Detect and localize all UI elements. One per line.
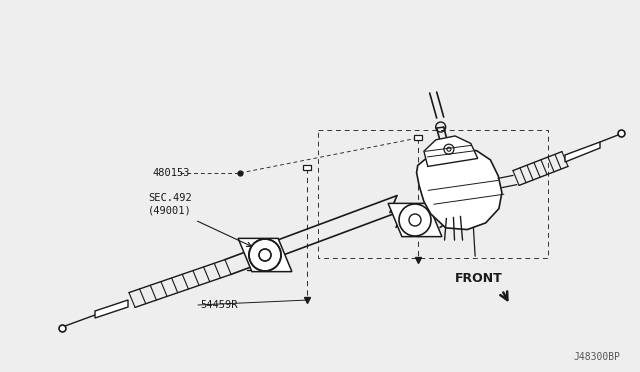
Polygon shape (303, 165, 311, 170)
Polygon shape (565, 142, 600, 162)
Polygon shape (238, 238, 292, 272)
Polygon shape (417, 149, 502, 230)
Text: 480153: 480153 (152, 168, 189, 178)
Polygon shape (424, 136, 477, 166)
Polygon shape (95, 300, 128, 318)
Polygon shape (414, 135, 422, 140)
Text: FRONT: FRONT (455, 272, 503, 285)
Text: (49001): (49001) (148, 205, 192, 215)
Text: 54459R: 54459R (200, 300, 237, 310)
Text: SEC.492: SEC.492 (148, 193, 192, 203)
Text: J48300BP: J48300BP (573, 352, 620, 362)
Polygon shape (388, 203, 442, 237)
